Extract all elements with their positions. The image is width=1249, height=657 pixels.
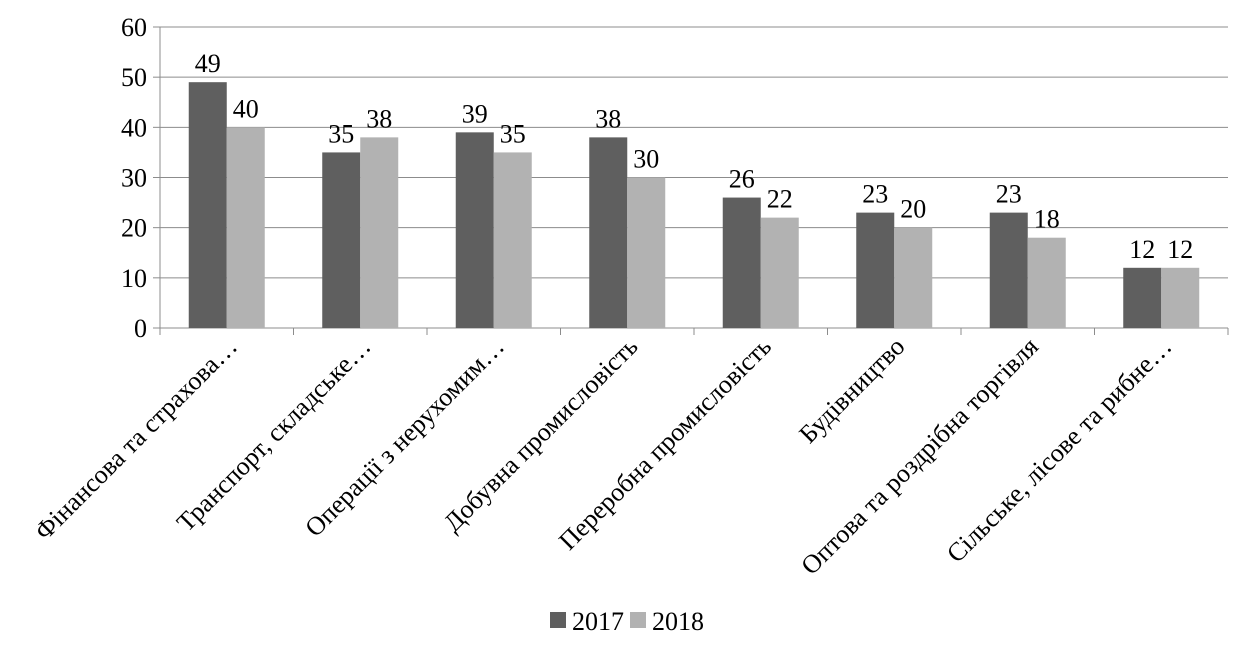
data-label-2017: 35 bbox=[328, 119, 354, 148]
y-tick-label: 50 bbox=[121, 63, 147, 92]
bars bbox=[188, 82, 1200, 328]
data-label-2017: 26 bbox=[729, 165, 755, 194]
y-tick-label: 60 bbox=[121, 13, 147, 42]
legend: 2017 2018 bbox=[550, 607, 704, 636]
y-tick-label: 30 bbox=[121, 164, 147, 193]
legend-swatch-2018 bbox=[630, 612, 646, 628]
bar-2017 bbox=[989, 212, 1028, 328]
gridlines bbox=[160, 26, 1228, 279]
bar-2017 bbox=[322, 152, 361, 328]
data-label-2018: 18 bbox=[1034, 205, 1060, 234]
data-label-2017: 39 bbox=[462, 99, 488, 128]
bar-2018 bbox=[894, 227, 933, 328]
data-label-2017: 23 bbox=[996, 180, 1022, 209]
y-tick-label: 10 bbox=[121, 264, 147, 293]
y-tick-label: 20 bbox=[121, 214, 147, 243]
data-labels: 49 40 35 38 39 35 38 30 26 22 23 20 23 18 12 12 bbox=[195, 49, 1194, 264]
bar-2017 bbox=[589, 137, 628, 328]
category-label: Будівництво bbox=[793, 332, 910, 449]
bar-2017 bbox=[455, 132, 494, 328]
bar-2018 bbox=[226, 127, 265, 328]
data-label-2018: 20 bbox=[900, 195, 926, 224]
data-label-2017: 23 bbox=[862, 180, 888, 209]
bar-2017 bbox=[1123, 267, 1162, 328]
data-label-2018: 35 bbox=[500, 119, 526, 148]
bar-2017 bbox=[722, 197, 761, 328]
bar-2018 bbox=[1027, 237, 1066, 328]
data-label-2018: 40 bbox=[233, 94, 259, 123]
category-label: Переробна промисловість bbox=[553, 332, 777, 556]
bar-2017 bbox=[856, 212, 895, 328]
bar-2018 bbox=[1161, 267, 1200, 328]
bar-2018 bbox=[360, 137, 399, 328]
bar-2018 bbox=[760, 217, 799, 328]
y-tick-label: 0 bbox=[134, 314, 147, 343]
category-labels: Фінансова та страхова…Транспорт, складсь… bbox=[29, 332, 1177, 581]
bar-2017 bbox=[188, 82, 227, 328]
data-label-2017: 38 bbox=[595, 104, 621, 133]
bar-2018 bbox=[493, 152, 532, 328]
data-label-2017: 12 bbox=[1129, 235, 1155, 264]
data-label-2018: 12 bbox=[1167, 235, 1193, 264]
category-label: Оптова та роздрібна торгівля bbox=[795, 332, 1044, 581]
data-label-2018: 38 bbox=[366, 104, 392, 133]
legend-label-2017: 2017 bbox=[572, 607, 624, 636]
y-tick-label: 40 bbox=[121, 113, 147, 142]
data-label-2017: 49 bbox=[195, 49, 221, 78]
legend-label-2018: 2018 bbox=[652, 607, 704, 636]
data-label-2018: 30 bbox=[633, 145, 659, 174]
category-label: Сільське, лісове та рибне… bbox=[941, 332, 1178, 569]
bar-2018 bbox=[627, 177, 666, 328]
legend-swatch-2017 bbox=[550, 612, 566, 628]
data-label-2018: 22 bbox=[767, 185, 793, 214]
axes: 0 10 20 30 40 50 60 bbox=[121, 13, 1229, 343]
